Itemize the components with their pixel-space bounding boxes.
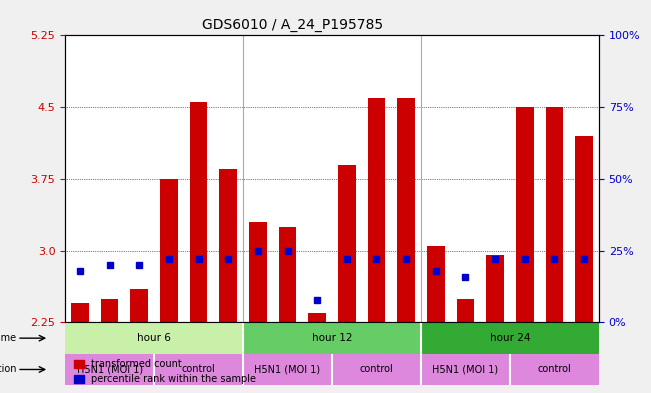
Bar bbox=[546, 107, 563, 323]
Bar bbox=[421, 354, 510, 385]
Bar bbox=[516, 107, 534, 323]
Bar bbox=[456, 299, 475, 323]
Bar bbox=[243, 354, 332, 385]
Bar bbox=[101, 299, 118, 323]
Bar bbox=[368, 97, 385, 323]
Text: infection: infection bbox=[0, 364, 17, 375]
Bar bbox=[219, 169, 237, 323]
Bar bbox=[130, 289, 148, 323]
Bar bbox=[575, 136, 593, 323]
Bar bbox=[189, 102, 208, 323]
Text: hour 6: hour 6 bbox=[137, 333, 171, 343]
Text: time: time bbox=[0, 333, 17, 343]
Bar bbox=[421, 323, 599, 354]
Bar bbox=[243, 323, 421, 354]
Bar bbox=[249, 222, 267, 323]
Text: hour 12: hour 12 bbox=[312, 333, 352, 343]
Bar bbox=[332, 354, 421, 385]
Text: control: control bbox=[182, 364, 215, 375]
Bar bbox=[486, 255, 504, 323]
Bar bbox=[154, 354, 243, 385]
Text: GDS6010 / A_24_P195785: GDS6010 / A_24_P195785 bbox=[202, 18, 383, 32]
Bar bbox=[65, 354, 154, 385]
Bar bbox=[397, 97, 415, 323]
Bar bbox=[309, 313, 326, 323]
Bar bbox=[71, 303, 89, 323]
Text: control: control bbox=[538, 364, 572, 375]
Text: H5N1 (MOI 1): H5N1 (MOI 1) bbox=[77, 364, 143, 375]
Bar bbox=[279, 227, 296, 323]
Text: H5N1 (MOI 1): H5N1 (MOI 1) bbox=[255, 364, 320, 375]
Text: control: control bbox=[359, 364, 393, 375]
Legend: transformed count, percentile rank within the sample: transformed count, percentile rank withi… bbox=[70, 356, 260, 388]
Bar bbox=[427, 246, 445, 323]
Bar bbox=[338, 165, 355, 323]
Text: H5N1 (MOI 1): H5N1 (MOI 1) bbox=[432, 364, 499, 375]
Text: hour 24: hour 24 bbox=[490, 333, 530, 343]
Bar bbox=[160, 179, 178, 323]
Bar bbox=[510, 354, 599, 385]
Bar bbox=[65, 323, 243, 354]
